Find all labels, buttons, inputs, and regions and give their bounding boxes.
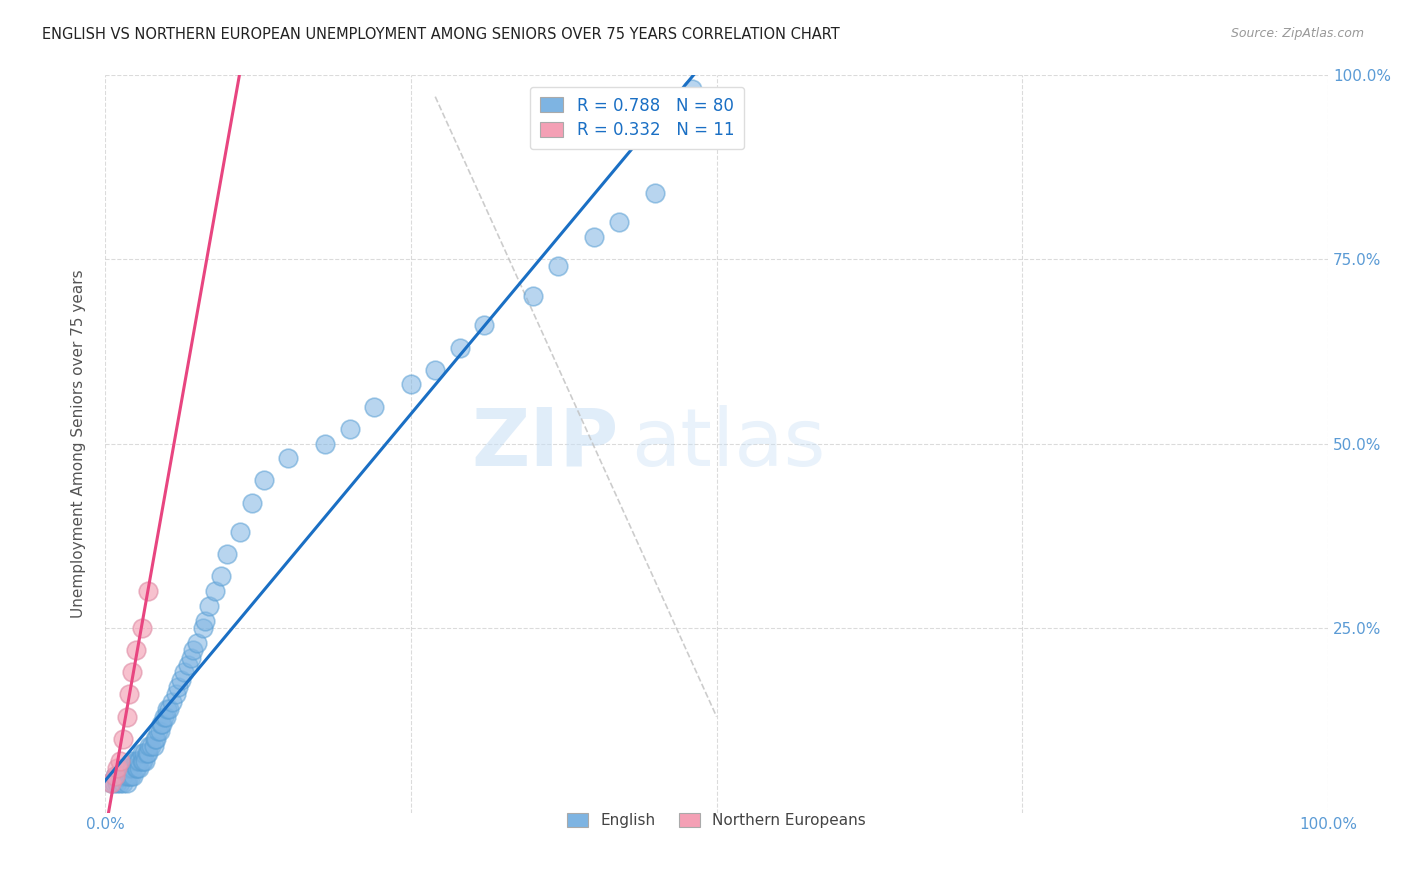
Point (100, 776, 122, 790)
Point (134, 754, 156, 768)
Point (105, 776, 128, 790)
Point (191, 621, 214, 635)
Point (143, 731, 166, 746)
Point (136, 747, 159, 761)
Point (681, 82, 703, 96)
Point (132, 754, 155, 768)
Point (110, 769, 132, 783)
Point (138, 739, 160, 753)
Point (145, 731, 167, 746)
Point (142, 739, 165, 753)
Text: atlas: atlas (631, 405, 825, 483)
Legend: English, Northern Europeans: English, Northern Europeans (561, 807, 872, 834)
Point (112, 769, 135, 783)
Point (155, 709, 177, 723)
Point (277, 451, 299, 466)
Point (399, 377, 422, 392)
Point (204, 584, 226, 599)
Point (217, 547, 239, 561)
Point (135, 747, 157, 761)
Point (103, 776, 125, 790)
Point (152, 717, 174, 731)
Point (120, 769, 142, 783)
Point (115, 769, 138, 783)
Point (194, 614, 217, 628)
Point (152, 709, 174, 723)
Point (180, 650, 202, 665)
Point (124, 761, 146, 775)
Point (118, 688, 141, 702)
Point (167, 680, 190, 694)
Text: ZIP: ZIP (471, 405, 619, 483)
Text: Source: ZipAtlas.com: Source: ZipAtlas.com (1230, 27, 1364, 40)
Point (134, 747, 156, 761)
Point (146, 724, 169, 739)
Point (114, 761, 136, 775)
Point (127, 754, 149, 768)
Point (131, 754, 153, 768)
Point (122, 769, 145, 783)
Point (547, 260, 569, 274)
Point (170, 673, 193, 687)
Point (118, 769, 141, 783)
Point (115, 709, 138, 723)
Point (156, 702, 179, 716)
Point (339, 422, 361, 436)
Point (128, 754, 150, 768)
Point (177, 657, 200, 672)
Point (125, 761, 148, 775)
Point (104, 769, 127, 783)
Point (522, 289, 544, 303)
Point (150, 717, 173, 731)
Point (112, 776, 135, 790)
Point (173, 665, 195, 680)
Point (644, 186, 666, 200)
Point (105, 761, 128, 775)
Point (240, 495, 263, 509)
Point (100, 776, 122, 790)
Point (209, 569, 232, 583)
Y-axis label: Unemployment Among Seniors over 75 years: Unemployment Among Seniors over 75 years (72, 269, 86, 618)
Point (124, 643, 146, 657)
Point (583, 230, 606, 244)
Point (314, 436, 336, 450)
Point (186, 636, 208, 650)
Point (105, 769, 128, 783)
Point (681, 89, 703, 103)
Point (472, 318, 495, 333)
Point (165, 688, 187, 702)
Point (115, 776, 138, 790)
Point (131, 747, 153, 761)
Point (121, 665, 143, 680)
Point (108, 754, 131, 768)
Point (228, 525, 250, 540)
Point (124, 754, 146, 768)
Point (136, 584, 159, 599)
Point (253, 474, 276, 488)
Point (128, 761, 150, 775)
Text: ENGLISH VS NORTHERN EUROPEAN UNEMPLOYMENT AMONG SENIORS OVER 75 YEARS CORRELATIO: ENGLISH VS NORTHERN EUROPEAN UNEMPLOYMEN… (42, 27, 839, 42)
Point (131, 621, 153, 635)
Point (104, 769, 127, 783)
Point (118, 761, 141, 775)
Point (157, 702, 180, 716)
Point (181, 643, 204, 657)
Point (363, 400, 385, 414)
Point (657, 89, 679, 103)
Point (449, 341, 471, 355)
Point (117, 761, 139, 775)
Point (425, 362, 447, 376)
Point (141, 739, 163, 753)
Point (121, 754, 143, 768)
Point (108, 776, 131, 790)
Point (149, 724, 172, 739)
Point (198, 599, 221, 613)
Point (607, 215, 630, 229)
Point (121, 761, 143, 775)
Point (657, 127, 679, 141)
Point (162, 695, 184, 709)
Point (112, 731, 135, 746)
